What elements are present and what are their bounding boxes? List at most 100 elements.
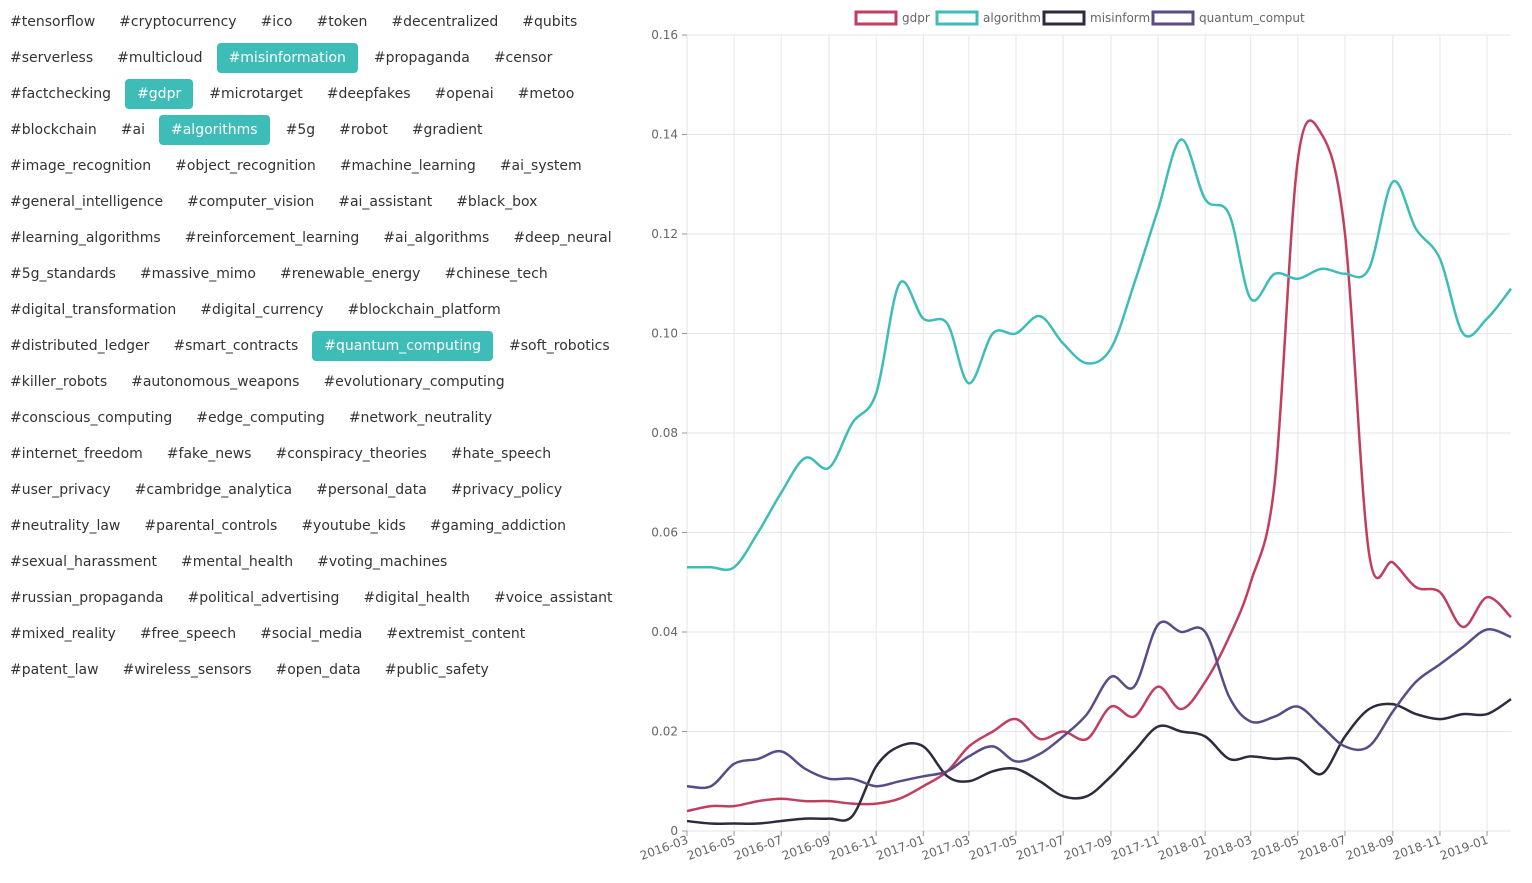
hashtag-chip[interactable]: #ai_system bbox=[499, 158, 582, 174]
hashtag-chip[interactable]: #token bbox=[316, 14, 368, 30]
hashtag-chip[interactable]: #deep_neural bbox=[513, 230, 612, 246]
hashtag-chip[interactable]: #reinforcement_learning bbox=[184, 230, 360, 246]
hashtag-chip[interactable]: #hate_speech bbox=[450, 446, 552, 462]
hashtag-chip[interactable]: #personal_data bbox=[316, 482, 427, 498]
hashtag-chip[interactable]: #fake_news bbox=[166, 446, 252, 462]
hashtag-chip[interactable]: #parental_controls bbox=[144, 518, 278, 534]
hashtag-chip[interactable]: #blockchain bbox=[10, 122, 97, 138]
hashtag-chip[interactable]: #mental_health bbox=[181, 554, 294, 570]
hashtag-chip[interactable]: #black_box bbox=[456, 194, 538, 210]
hashtag-chip[interactable]: #chinese_tech bbox=[444, 266, 548, 282]
hashtag-chip[interactable]: #wireless_sensors bbox=[122, 662, 252, 678]
hashtag-chip[interactable]: #gradient bbox=[411, 122, 483, 138]
y-tick-label: 0.16 bbox=[651, 28, 678, 42]
hashtag-chip[interactable]: #youtube_kids bbox=[301, 518, 406, 534]
legend-label-algorithm[interactable]: algorithm bbox=[983, 11, 1041, 25]
hashtag-chip[interactable]: #mixed_reality bbox=[10, 626, 116, 642]
hashtag-chip[interactable]: #5g_standards bbox=[10, 266, 116, 282]
series-line-algorithm bbox=[686, 138, 1512, 572]
hashtag-chip[interactable]: #multicloud bbox=[117, 50, 203, 66]
hashtag-chip[interactable]: #serverless bbox=[10, 50, 94, 66]
hashtag-chip[interactable]: #machine_learning bbox=[339, 158, 476, 174]
hashtag-chip[interactable]: #object_recognition bbox=[175, 158, 316, 174]
hashtag-chip[interactable]: #decentralized bbox=[391, 14, 499, 30]
hashtag-chip[interactable]: #soft_robotics bbox=[509, 338, 610, 354]
hashtag-chip[interactable]: #edge_computing bbox=[196, 410, 325, 426]
legend-swatch-misinform[interactable] bbox=[1042, 10, 1086, 26]
hashtag-chip[interactable]: #political_advertising bbox=[187, 590, 340, 606]
hashtag-chip[interactable]: #massive_mimo bbox=[139, 266, 256, 282]
x-tick-label: 2016-07 bbox=[732, 833, 784, 863]
hashtag-chip[interactable]: #general_intelligence bbox=[10, 194, 164, 210]
hashtag-chip[interactable]: #neutrality_law bbox=[10, 518, 121, 534]
hashtag-chip[interactable]: #qubits bbox=[522, 14, 578, 30]
hashtag-chip[interactable]: #cambridge_analytica bbox=[134, 482, 293, 498]
y-tick-label: 0.06 bbox=[651, 526, 678, 540]
legend-label-misinform[interactable]: misinform bbox=[1090, 11, 1150, 25]
hashtag-chip[interactable]: #robot bbox=[339, 122, 388, 138]
hashtag-chip[interactable]: #misinformation bbox=[216, 43, 358, 73]
x-tick-label: 2016-03 bbox=[638, 833, 690, 863]
hashtag-chip[interactable]: #digital_health bbox=[363, 590, 470, 606]
hashtag-chip[interactable]: #learning_algorithms bbox=[10, 230, 161, 246]
y-tick-label: 0 bbox=[670, 824, 678, 838]
hashtag-chip[interactable]: #image_recognition bbox=[10, 158, 152, 174]
hashtag-chip[interactable]: #evolutionary_computing bbox=[323, 374, 505, 390]
hashtag-chip[interactable]: #conscious_computing bbox=[10, 410, 173, 426]
hashtag-chip[interactable]: #tensorflow bbox=[10, 14, 96, 30]
hashtag-chip[interactable]: #propaganda bbox=[373, 50, 470, 66]
hashtag-chip[interactable]: #algorithms bbox=[159, 115, 270, 145]
hashtag-chip[interactable]: #free_speech bbox=[139, 626, 237, 642]
hashtag-chip[interactable]: #digital_transformation bbox=[10, 302, 177, 318]
hashtag-chip[interactable]: #openai bbox=[434, 86, 494, 102]
legend-label-gdpr[interactable]: gdpr bbox=[902, 11, 930, 25]
hashtag-chip[interactable]: #digital_currency bbox=[200, 302, 324, 318]
hashtag-chip[interactable]: #gaming_addiction bbox=[429, 518, 567, 534]
hashtag-chip[interactable]: #sexual_harassment bbox=[10, 554, 158, 570]
hashtag-chip[interactable]: #ai bbox=[120, 122, 145, 138]
hashtag-chip[interactable]: #conspiracy_theories bbox=[275, 446, 427, 462]
hashtag-chip[interactable]: #metoo bbox=[517, 86, 575, 102]
hashtag-chip[interactable]: #user_privacy bbox=[10, 482, 111, 498]
hashtag-chip[interactable]: #renewable_energy bbox=[279, 266, 421, 282]
hashtag-chip[interactable]: #cryptocurrency bbox=[119, 14, 237, 30]
hashtag-chip[interactable]: #blockchain_platform bbox=[347, 302, 501, 318]
hashtag-chip[interactable]: #ico bbox=[260, 14, 293, 30]
hashtag-chip[interactable]: #5g bbox=[285, 122, 316, 138]
hashtag-chip[interactable]: #autonomous_weapons bbox=[131, 374, 300, 390]
hashtag-chip[interactable]: #extremist_content bbox=[386, 626, 526, 642]
hashtag-chip[interactable]: #killer_robots bbox=[10, 374, 108, 390]
hashtag-chip[interactable]: #privacy_policy bbox=[450, 482, 563, 498]
hashtag-chip[interactable]: #quantum_computing bbox=[312, 331, 494, 361]
hashtag-chip[interactable]: #microtarget bbox=[209, 86, 303, 102]
hashtag-chip[interactable]: #computer_vision bbox=[187, 194, 315, 210]
y-tick-label: 0.12 bbox=[651, 227, 678, 241]
hashtag-chip[interactable]: #ai_algorithms bbox=[383, 230, 490, 246]
hashtag-chip[interactable]: #censor bbox=[493, 50, 553, 66]
hashtag-chip[interactable]: #public_safety bbox=[384, 662, 489, 678]
legend-label-quantum_comput[interactable]: quantum_comput bbox=[1199, 11, 1305, 25]
legend-swatch-gdpr[interactable] bbox=[854, 10, 898, 26]
hashtag-chip[interactable]: #voting_machines bbox=[317, 554, 448, 570]
hashtag-chip[interactable]: #ai_assistant bbox=[338, 194, 433, 210]
x-tick-label: 2016-11 bbox=[827, 833, 879, 863]
hashtag-chip[interactable]: #deepfakes bbox=[326, 86, 411, 102]
hashtag-chip[interactable]: #smart_contracts bbox=[173, 338, 299, 354]
hashtag-chip[interactable]: #open_data bbox=[275, 662, 361, 678]
hashtag-chip[interactable]: #internet_freedom bbox=[10, 446, 143, 462]
hashtag-list: #tensorflow #cryptocurrency #ico #token #dec… bbox=[0, 4, 630, 688]
series-lines bbox=[686, 119, 1512, 825]
hashtag-chip[interactable]: #patent_law bbox=[10, 662, 99, 678]
hashtag-chip[interactable]: #network_neutrality bbox=[348, 410, 493, 426]
hashtag-chip[interactable]: #factchecking bbox=[10, 86, 112, 102]
x-tick-label: 2018-05 bbox=[1249, 833, 1301, 863]
y-tick-label: 0.04 bbox=[651, 625, 678, 639]
legend-swatch-algorithm[interactable] bbox=[935, 10, 979, 26]
x-tick-label: 2017-11 bbox=[1109, 833, 1161, 863]
hashtag-chip[interactable]: #gdpr bbox=[125, 79, 194, 109]
hashtag-chip[interactable]: #voice_assistant bbox=[493, 590, 613, 606]
hashtag-chip[interactable]: #distributed_ledger bbox=[10, 338, 150, 354]
hashtag-chip[interactable]: #russian_propaganda bbox=[10, 590, 164, 606]
hashtag-chip[interactable]: #social_media bbox=[260, 626, 363, 642]
legend-swatch-quantum_comput[interactable] bbox=[1151, 10, 1195, 26]
